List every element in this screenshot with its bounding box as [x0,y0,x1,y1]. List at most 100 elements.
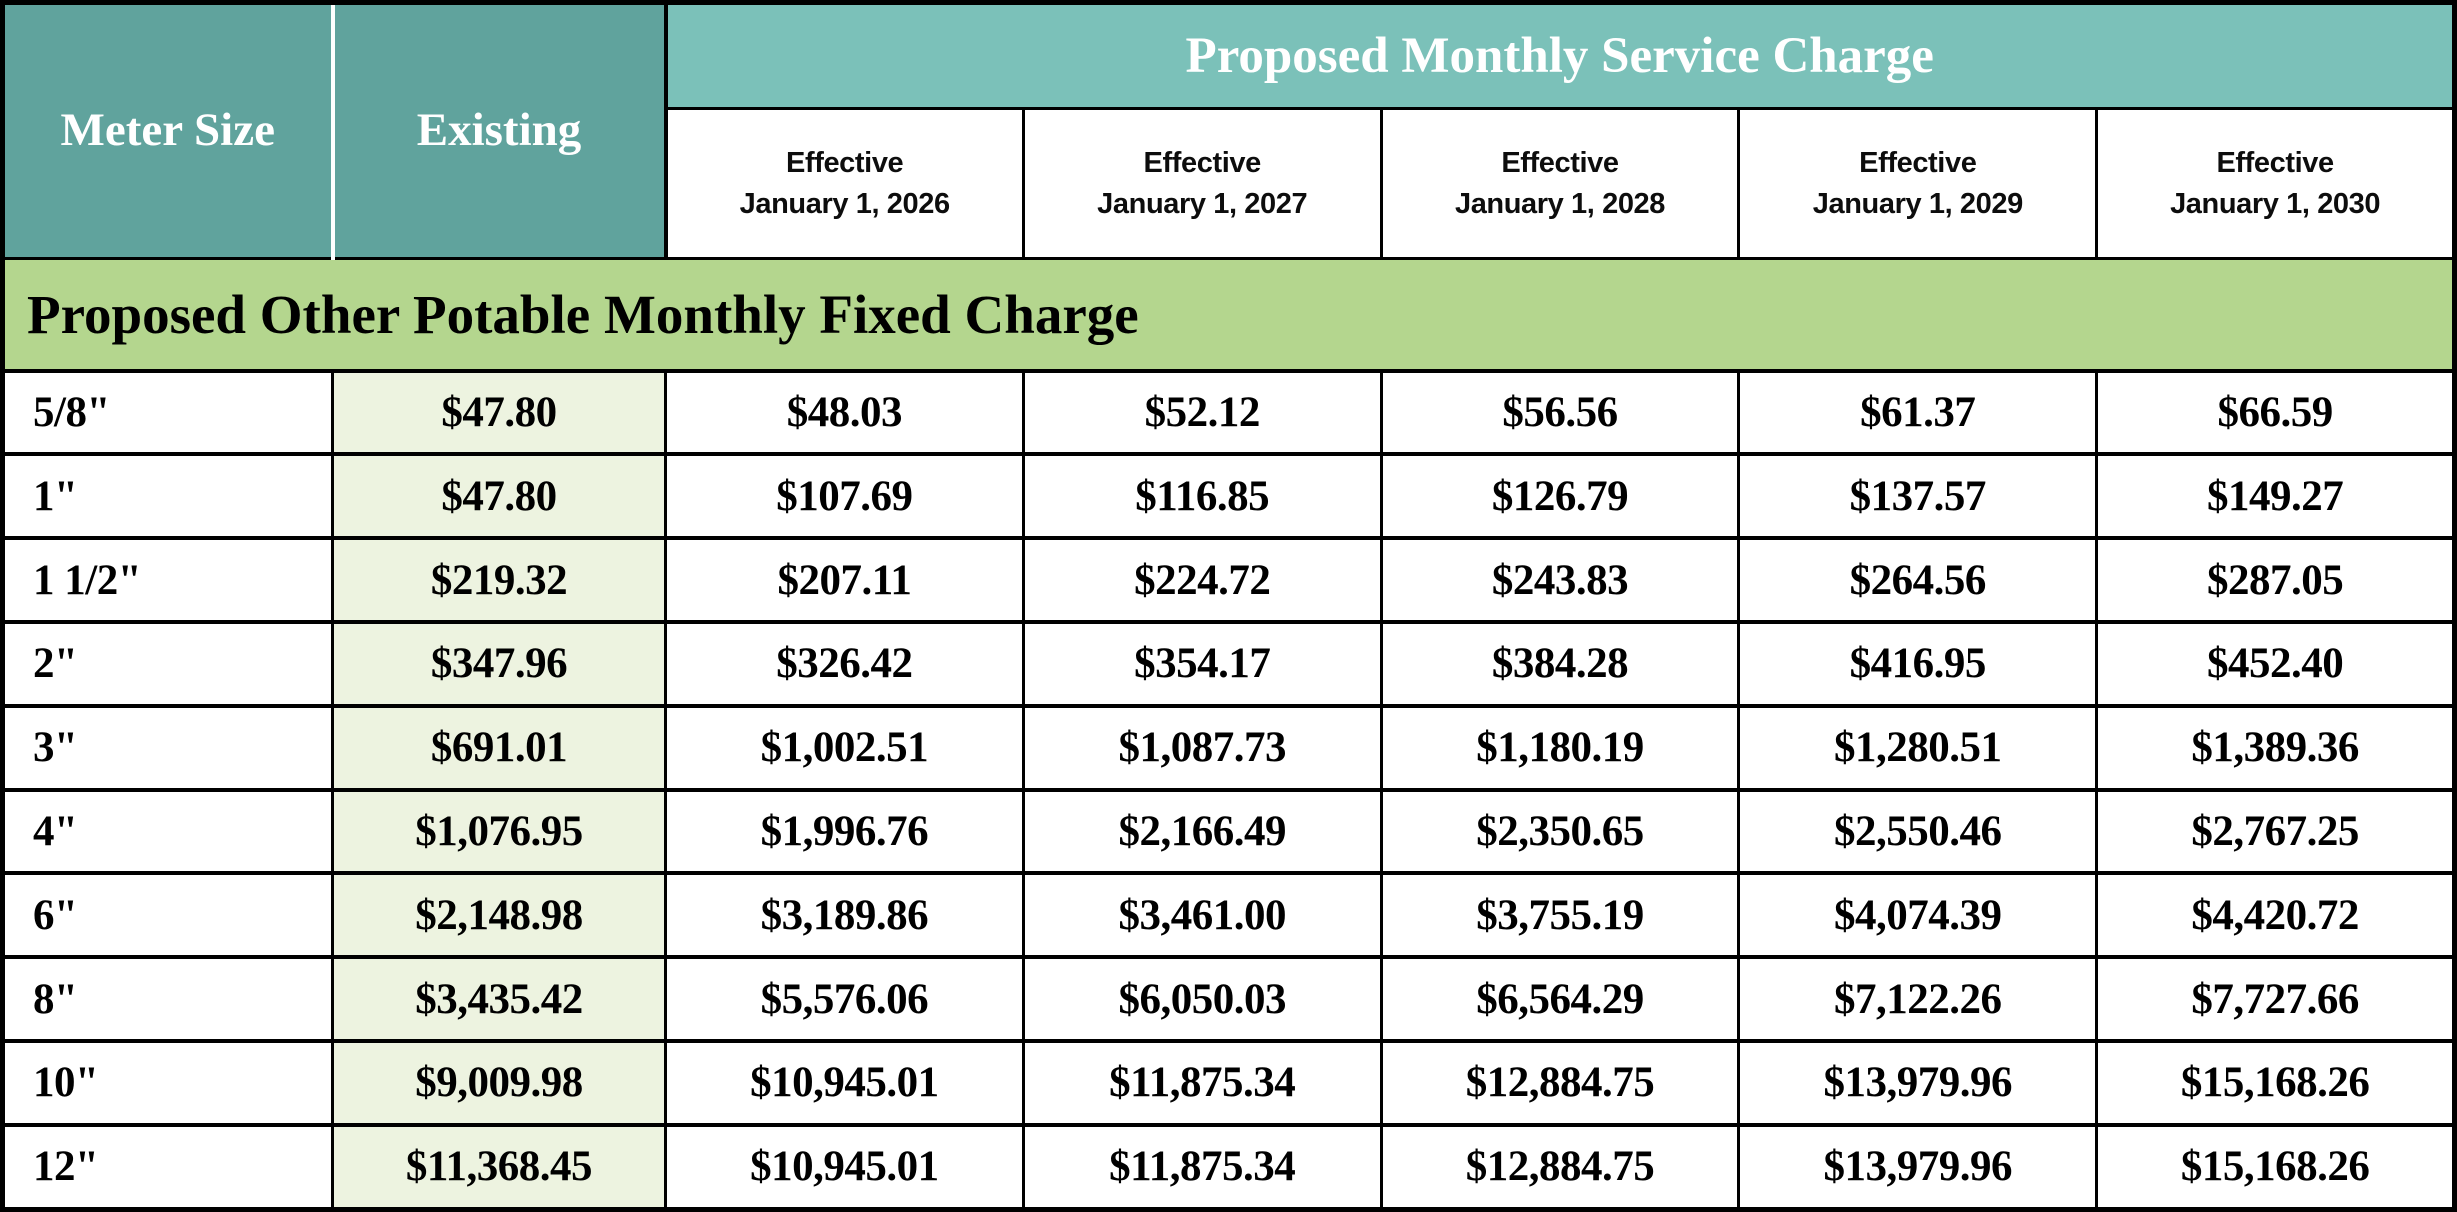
proposed-value-cell: $6,564.29 [1379,955,1741,1043]
table-row: 3" $691.01 $1,002.51 $1,087.73 $1,180.19 $1,2… [1,703,2456,792]
proposed-value-cell: $1,280.51 [1737,703,2099,792]
proposed-value-cell: $12,884.75 [1379,1122,1741,1212]
table-row: 5/8" $47.80 $48.03 $52.12 $56.56 $61.37 $66.59 [1,368,2456,457]
proposed-value-cell: $1,996.76 [664,787,1025,876]
proposed-value-cell: $3,189.86 [664,871,1025,960]
proposed-value-cell: $207.11 [664,536,1025,624]
proposed-value-cell: $56.56 [1379,368,1741,457]
proposed-value-cell: $243.83 [1379,536,1741,624]
meter-size-cell: 2" [1,619,334,708]
meter-size-cell: 1" [1,452,334,541]
meter-size-cell: 10" [1,1039,334,1127]
table-row: 8" $3,435.42 $5,576.06 $6,050.03 $6,564.29 $7… [1,955,2456,1043]
table-row: 2" $347.96 $326.42 $354.17 $384.28 $416.95 $45… [1,619,2456,708]
effective-2027-header: Effective January 1, 2027 [1021,107,1383,260]
proposed-monthly-service-charge-header: Proposed Monthly Service Charge [664,1,2456,110]
proposed-value-cell: $4,074.39 [1737,871,2099,960]
table-row: 10" $9,009.98 $10,945.01 $11,875.34 $12,884.… [1,1039,2456,1127]
proposed-value-cell: $66.59 [2095,368,2456,457]
effective-2028-header: Effective January 1, 2028 [1379,107,1741,260]
section-title: Proposed Other Potable Monthly Fixed Cha… [1,257,2456,373]
proposed-value-cell: $11,875.34 [1021,1122,1383,1212]
proposed-value-cell: $224.72 [1021,536,1383,624]
proposed-value-cell: $1,087.73 [1021,703,1383,792]
proposed-value-cell: $11,875.34 [1021,1039,1383,1127]
proposed-value-cell: $15,168.26 [2095,1122,2456,1212]
effective-date: January 1, 2026 [739,187,950,220]
effective-date: January 1, 2029 [1812,187,2023,220]
proposed-value-cell: $6,050.03 [1021,955,1383,1043]
proposed-value-cell: $2,767.25 [2095,787,2456,876]
effective-date: January 1, 2027 [1097,187,1308,220]
table-row: 6" $2,148.98 $3,189.86 $3,461.00 $3,755.19 $4… [1,871,2456,960]
table-row: 4" $1,076.95 $1,996.76 $2,166.49 $2,350.65 $2… [1,787,2456,876]
effective-label: Effective [786,146,904,179]
section-band-row: Proposed Other Potable Monthly Fixed Cha… [1,257,2456,373]
existing-value-cell: $347.96 [331,619,667,708]
proposed-value-cell: $2,166.49 [1021,787,1383,876]
proposed-value-cell: $48.03 [664,368,1025,457]
meter-size-cell: 5/8" [1,368,334,457]
effective-2026-header: Effective January 1, 2026 [664,107,1025,260]
header-row-effective-dates: Effective January 1, 2026 Effective Janu… [3,107,2456,260]
proposed-value-cell: $13,979.96 [1737,1039,2099,1127]
meter-size-cell: 8" [1,955,334,1043]
proposed-value-cell: $137.57 [1737,452,2099,541]
table-body: 5/8" $47.80 $48.03 $52.12 $56.56 $61.37 $66.59… [1,368,2456,1212]
proposed-value-cell: $10,945.01 [664,1122,1025,1212]
effective-label: Effective [1859,146,1977,179]
meter-size-cell: 12" [1,1122,334,1212]
effective-date: January 1, 2030 [2170,187,2381,220]
effective-label: Effective [1143,146,1262,179]
existing-value-cell: $1,076.95 [331,787,667,876]
existing-value-cell: $47.80 [331,452,667,541]
meter-size-cell: 4" [1,787,334,876]
effective-label: Effective [2216,146,2334,179]
table-row: 1" $47.80 $107.69 $116.85 $126.79 $137.57 $149… [1,452,2456,541]
existing-value-cell: $219.32 [331,536,667,624]
proposed-value-cell: $1,389.36 [2095,703,2456,792]
proposed-value-cell: $116.85 [1021,452,1383,541]
existing-value-cell: $2,148.98 [331,871,667,960]
existing-value-cell: $47.80 [331,368,667,457]
table-row: 1 1/2" $219.32 $207.11 $224.72 $243.83 $264.5… [1,536,2456,624]
effective-2030-header: Effective January 1, 2030 [2095,107,2456,260]
proposed-value-cell: $15,168.26 [2095,1039,2456,1127]
existing-value-cell: $3,435.42 [331,955,667,1043]
proposed-value-cell: $61.37 [1737,368,2099,457]
proposed-value-cell: $7,122.26 [1737,955,2099,1043]
existing-header: Existing [331,1,668,260]
proposed-value-cell: $7,727.66 [2095,955,2456,1043]
existing-value-cell: $9,009.98 [331,1039,667,1127]
proposed-value-cell: $10,945.01 [664,1039,1025,1127]
meter-size-cell: 3" [1,703,334,792]
effective-label: Effective [1501,146,1619,179]
proposed-value-cell: $452.40 [2095,619,2456,708]
existing-value-cell: $691.01 [331,703,667,792]
proposed-value-cell: $3,461.00 [1021,871,1383,960]
effective-2029-header: Effective January 1, 2029 [1737,107,2099,260]
meter-size-cell: 6" [1,871,334,960]
existing-value-cell: $11,368.45 [331,1122,667,1212]
effective-date: January 1, 2028 [1454,187,1666,220]
proposed-value-cell: $52.12 [1021,368,1383,457]
proposed-value-cell: $416.95 [1737,619,2099,708]
proposed-value-cell: $354.17 [1021,619,1383,708]
meter-size-header: Meter Size [1,1,335,260]
proposed-value-cell: $287.05 [2095,536,2456,624]
proposed-value-cell: $13,979.96 [1737,1122,2099,1212]
table-row: 12" $11,368.45 $10,945.01 $11,875.34 $12,884… [1,1122,2456,1212]
proposed-value-cell: $3,755.19 [1379,871,1741,960]
proposed-value-cell: $12,884.75 [1379,1039,1741,1127]
proposed-value-cell: $149.27 [2095,452,2456,541]
proposed-value-cell: $1,180.19 [1379,703,1741,792]
proposed-value-cell: $5,576.06 [664,955,1025,1043]
header-row-top: Meter Size Existing Proposed Monthly Ser… [1,1,2456,260]
proposed-value-cell: $1,002.51 [664,703,1025,792]
proposed-value-cell: $4,420.72 [2095,871,2456,960]
proposed-value-cell: $126.79 [1379,452,1741,541]
proposed-value-cell: $107.69 [664,452,1025,541]
proposed-value-cell: $264.56 [1737,536,2099,624]
